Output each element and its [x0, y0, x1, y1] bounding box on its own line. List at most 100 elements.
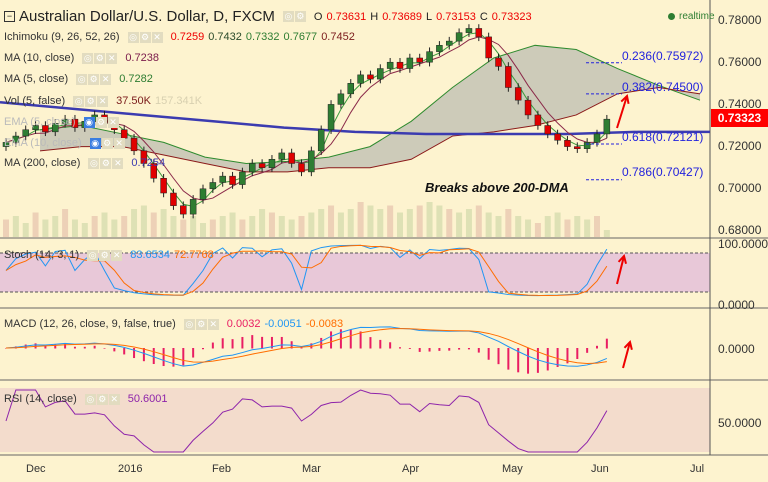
candle-body	[189, 199, 197, 215]
candle-body	[229, 175, 236, 185]
legend-buttons[interactable]: ◎ ⚙ ✕	[84, 393, 120, 405]
volume-bar	[584, 219, 591, 237]
realtime-label: realtime	[679, 11, 715, 22]
legend-stoch[interactable]: Stoch (14, 3, 1) ◎ ⚙ ✕ 83.6534 72.7768	[4, 249, 214, 261]
volume-bar	[288, 219, 295, 237]
legend-ichimoku[interactable]: Ichimoku (9, 26, 52, 26) ◎ ⚙ ✕ 0.7259 0.7432 0…	[4, 31, 355, 43]
macd-histogram-bar	[280, 336, 283, 349]
candle-body	[180, 205, 187, 215]
low-label: L	[425, 10, 433, 23]
rsi-value: 50.6001	[127, 393, 168, 405]
macd-histogram-bar	[487, 348, 490, 360]
month-label: Jul	[690, 463, 705, 475]
macd-histogram-bar	[527, 348, 530, 374]
volume-bar	[298, 216, 305, 237]
macd-histogram-bar	[369, 337, 372, 349]
legend-ema5[interactable]: EMA (5, close) ◉ ⚙ ✕	[4, 116, 123, 128]
legend-buttons[interactable]: ◎ ⚙ ✕	[127, 31, 163, 43]
candle-body	[347, 83, 354, 95]
legend-buttons[interactable]: ◎ ⚙ ✕	[73, 95, 109, 107]
macd-histogram-bar	[231, 339, 234, 349]
high-label: H	[370, 10, 379, 23]
macd-value: -0.0051	[264, 318, 302, 330]
candle-body	[209, 182, 217, 190]
macd-histogram-bar	[566, 348, 569, 364]
volume-bar	[121, 216, 128, 237]
macd-histogram-bar	[73, 346, 76, 349]
legend-buttons[interactable]: ◎ ⚙ ✕	[87, 249, 123, 261]
legend-buttons[interactable]: ◎ ⚙ ✕	[183, 318, 219, 330]
candle-body	[475, 28, 483, 38]
stoch-d-value: 72.7768	[173, 249, 214, 261]
macd-histogram-bar	[389, 342, 392, 349]
open-label: O	[313, 10, 323, 23]
volume-bar	[367, 205, 374, 237]
ma10-value: 0.7238	[125, 52, 159, 64]
ma5-value: 0.7282	[119, 73, 153, 85]
macd-histogram-bar	[467, 348, 470, 350]
volume-bar	[259, 209, 266, 237]
macd-histogram-bar	[349, 329, 352, 349]
legend-ma200[interactable]: MA (200, close) ◎ ⚙ ✕ 0.7254	[4, 157, 165, 169]
volume-bar	[81, 223, 88, 237]
macd-histogram-bar	[93, 345, 96, 349]
volume-bar	[22, 223, 29, 237]
macd-histogram-bar	[418, 348, 421, 352]
candle-body	[554, 133, 561, 141]
month-label: Mar	[302, 463, 321, 475]
candle-body	[436, 45, 443, 52]
volume-bar	[505, 209, 512, 237]
legend-ema10[interactable]: EMA (10, close) ◉ ⚙ ✕	[4, 137, 129, 149]
volume-bar	[485, 212, 492, 237]
legend-macd[interactable]: MACD (12, 26, close, 9, false, true) ◎ ⚙ ✕ 0…	[4, 318, 343, 330]
macd-histogram-bar	[556, 348, 559, 367]
volume-bar	[554, 212, 561, 237]
macd-signal-value: -0.0083	[305, 318, 344, 330]
candle-body	[317, 129, 325, 152]
macd-histogram-bar	[458, 348, 461, 350]
legend-buttons[interactable]: ◎ ⚙ ✕	[82, 52, 118, 64]
macd-histogram-bar	[152, 348, 155, 365]
macd-histogram-bar	[428, 348, 431, 352]
legend-buttons[interactable]: ◉ ⚙ ✕	[89, 137, 125, 149]
volume-bar	[150, 212, 157, 237]
volume-bar	[594, 216, 600, 237]
annotation-text: Breaks above 200-DMA	[425, 180, 569, 195]
legend-rsi[interactable]: RSI (14, close) ◎ ⚙ ✕ 50.6001	[4, 393, 168, 405]
candle-body	[386, 61, 394, 69]
macd-arrow-icon	[622, 341, 631, 369]
open-value: 0.73631	[326, 10, 367, 23]
title-buttons[interactable]: ◎ ⚙	[282, 11, 306, 22]
macd-histogram-bar	[24, 344, 27, 349]
macd-histogram-bar	[379, 339, 382, 349]
candle-body	[12, 135, 20, 143]
legend-buttons[interactable]: ◎ ⚙ ✕	[76, 73, 112, 85]
macd-histogram-bar	[44, 345, 47, 349]
candle-body	[308, 150, 315, 173]
legend-ma10[interactable]: MA (10, close) ◎ ⚙ ✕ 0.7238	[4, 52, 159, 64]
volume-bar	[564, 219, 571, 237]
macd-histogram-bar	[162, 348, 165, 367]
legend-buttons[interactable]: ◉ ⚙ ✕	[83, 116, 119, 128]
price-tick: 0.70000	[718, 181, 762, 195]
volume-bar	[42, 219, 49, 237]
macd-histogram-bar	[438, 348, 441, 351]
collapse-icon[interactable]: −	[4, 11, 15, 22]
legend-label: MA (10, close)	[4, 52, 75, 64]
macd-histogram-bar	[5, 348, 7, 349]
candle-body	[534, 114, 542, 126]
candle-body	[268, 159, 276, 168]
candle-body	[2, 142, 10, 147]
volume-bar	[52, 216, 59, 237]
volume-bar	[160, 209, 167, 237]
ichimoku-v4: 0.7677	[283, 31, 318, 43]
legend-buttons[interactable]: ◎ ⚙ ✕	[88, 157, 124, 169]
candle-body	[485, 36, 492, 59]
legend-vol[interactable]: Vol (5, false) ◎ ⚙ ✕ 37.50K 157.341K	[4, 95, 202, 107]
volume-bar	[328, 205, 335, 237]
volume-bar	[278, 216, 285, 237]
volume-bar	[229, 212, 236, 237]
legend-ma5[interactable]: MA (5, close) ◎ ⚙ ✕ 0.7282	[4, 73, 153, 85]
